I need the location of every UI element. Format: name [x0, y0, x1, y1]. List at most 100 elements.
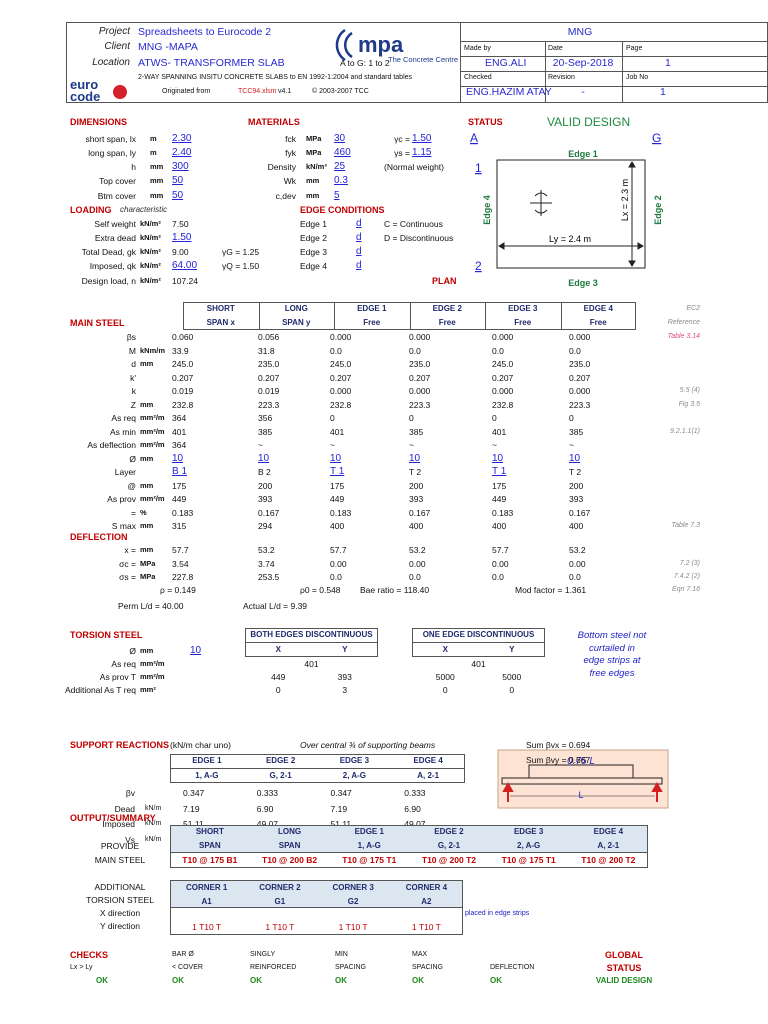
- perm-ld: Perm L/d = 40.00: [118, 601, 184, 611]
- row-label: d: [131, 359, 136, 369]
- value: 0.207: [330, 372, 352, 383]
- reaction-arrows: [502, 781, 663, 802]
- mod-factor: Mod factor = 1.361: [515, 585, 587, 595]
- heading: EDGE CONDITIONS: [300, 205, 385, 215]
- value: 400: [492, 521, 507, 531]
- ref: Fig 3.5: [678, 400, 700, 408]
- label: Density: [267, 162, 296, 172]
- value: 400: [409, 521, 424, 531]
- column-header: Free: [589, 318, 607, 327]
- value: 0: [409, 413, 414, 423]
- value: 294: [258, 521, 273, 531]
- unit: m: [150, 148, 157, 157]
- value: 0.167: [569, 507, 591, 518]
- label: Page: [626, 45, 643, 52]
- value: T 1: [492, 466, 507, 477]
- value: 3.54: [172, 558, 189, 569]
- column-header: EDGE 3: [339, 756, 370, 765]
- value: 449: [330, 494, 345, 504]
- value: 364: [172, 413, 187, 423]
- unit: kN/m³: [306, 162, 327, 171]
- result: 1 T10 T: [265, 922, 295, 932]
- check: Lx > Ly: [70, 964, 93, 971]
- value: 449: [271, 672, 286, 682]
- check-result: OK: [490, 976, 502, 985]
- edge-label: Edge 4: [482, 195, 492, 225]
- value: 0.000: [569, 332, 591, 342]
- value: 0.347: [330, 788, 352, 798]
- label: As prov T: [99, 672, 136, 682]
- value: 3: [342, 685, 348, 695]
- column-header: SPAN: [199, 841, 221, 850]
- job-code: MNG: [567, 26, 593, 38]
- unit: mm: [150, 191, 164, 200]
- unit: mm: [140, 359, 154, 368]
- value: B 1: [172, 466, 188, 477]
- column-header: G, 2-1: [437, 841, 461, 850]
- unit: MPa: [306, 148, 322, 157]
- sum: Sum βvy = 0.667: [526, 755, 591, 765]
- ref: Table 7.3: [671, 522, 700, 529]
- column-header: G1: [274, 897, 286, 906]
- column-header: 2, A-G: [342, 771, 367, 780]
- value: 31.8: [258, 345, 275, 356]
- value: 5000: [502, 672, 522, 682]
- input: d: [356, 246, 362, 257]
- column-header: CORNER 4: [405, 883, 448, 892]
- result: 1 T10 T: [411, 922, 441, 932]
- column-header: SPAN x: [206, 318, 235, 327]
- unit: MPa: [140, 558, 156, 568]
- value: 53.2: [569, 545, 586, 555]
- rho0: ρ0 = 0.548: [300, 585, 341, 595]
- unit: mm: [140, 399, 154, 409]
- value: T 2: [569, 467, 582, 477]
- ref: Table 3.14: [667, 333, 700, 340]
- value: 0.0: [330, 345, 342, 356]
- column-header: BOTH EDGES DISCONTINUOUS: [250, 630, 373, 639]
- value: 10: [330, 452, 342, 464]
- check-result: OK: [250, 976, 262, 985]
- result: 1 T10 T: [192, 922, 222, 932]
- value: 175: [330, 480, 345, 491]
- label: long span, ly: [88, 148, 136, 158]
- unit: kN/m²: [140, 233, 161, 242]
- value: 245.0: [172, 359, 194, 369]
- value: 0.167: [258, 507, 280, 518]
- unit: kN/m²: [140, 261, 161, 270]
- label: Y direction: [99, 921, 141, 931]
- column-header: Free: [363, 318, 381, 327]
- grid-label: 2: [475, 259, 482, 273]
- value: 49.07: [404, 817, 425, 831]
- heading: OUTPUT/SUMMARY: [70, 813, 156, 823]
- row-label: σc =: [119, 558, 136, 569]
- label: c,dev: [275, 191, 296, 201]
- value: 401: [304, 659, 319, 669]
- value: 0.000: [409, 332, 431, 342]
- value: 385: [258, 426, 273, 437]
- check-result: OK: [96, 976, 108, 985]
- note: Over central ¾ of supporting beams: [300, 740, 436, 750]
- value: 393: [258, 494, 273, 504]
- input: 1.15: [412, 147, 432, 158]
- note: Bottom steel not: [577, 630, 647, 641]
- row-label: As deflection: [87, 440, 136, 450]
- heading: LOADING: [70, 205, 112, 215]
- column-header: X: [275, 645, 281, 654]
- result: T10 @ 175 T1: [342, 855, 397, 865]
- value: 107.24: [172, 276, 198, 286]
- unit: mm: [306, 191, 320, 200]
- row-label: Imposed: [102, 819, 135, 830]
- value: 6.90: [404, 803, 421, 814]
- column-header: A, 2-1: [597, 841, 620, 850]
- label: Job No: [626, 74, 649, 81]
- sum: Sum βvx = 0.694: [526, 740, 591, 750]
- heading: CHECKS: [70, 950, 109, 960]
- check-result: OK: [335, 976, 347, 985]
- value: 401: [172, 426, 187, 437]
- value: 385: [569, 426, 584, 437]
- row-label: @: [127, 480, 136, 491]
- value: 7.19: [330, 803, 348, 814]
- file: TCC94.xlsm: [238, 88, 277, 95]
- column-header: CORNER 2: [259, 883, 301, 892]
- unit: mm²/m: [140, 494, 165, 503]
